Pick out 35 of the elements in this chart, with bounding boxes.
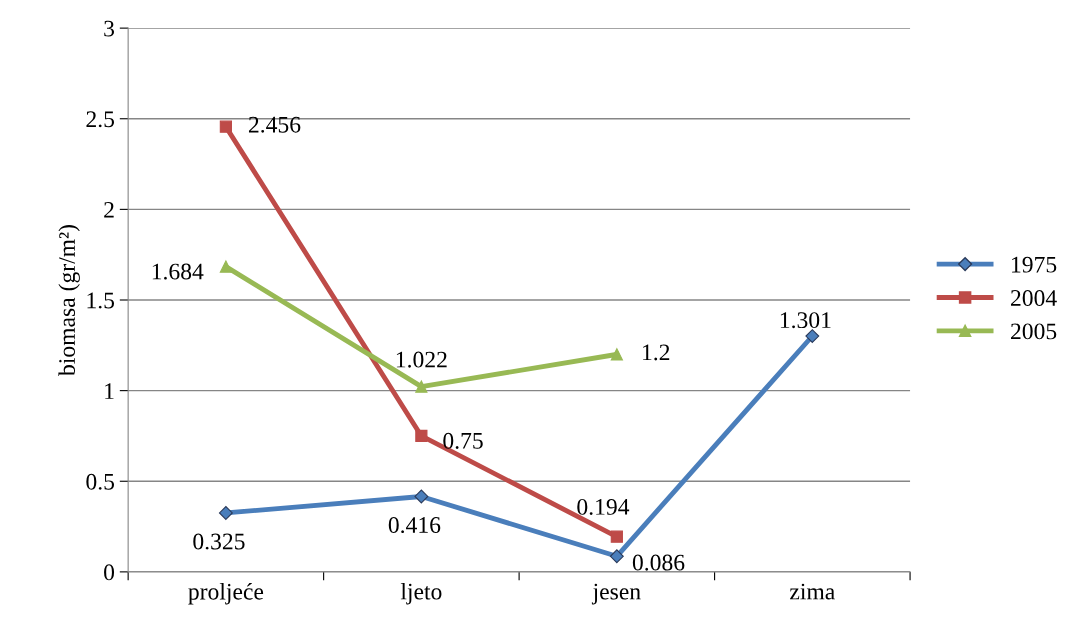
y-axis-title: biomasa (gr/m²) — [58, 225, 80, 376]
y-tick-label: 2 — [104, 201, 114, 218]
point — [610, 348, 623, 361]
data-label: 1.022 — [396, 351, 447, 368]
data-label: 0.325 — [193, 533, 245, 550]
x-tick-label: zima — [790, 583, 835, 600]
point — [415, 380, 428, 393]
y-tick-label: 1.5 — [87, 292, 115, 309]
point — [219, 120, 232, 133]
data-label: 1.684 — [152, 263, 204, 280]
data-label: 0.086 — [632, 554, 685, 571]
point — [415, 429, 428, 443]
data-label: 0.75 — [443, 432, 483, 449]
x-tick-label: ljeto — [400, 582, 442, 605]
point — [219, 260, 232, 273]
point — [805, 329, 820, 344]
legend-label: 2005 — [1011, 323, 1057, 340]
data-label: 1.301 — [780, 312, 831, 329]
data-label: 0.416 — [388, 517, 441, 534]
legend-label: 2004 — [1011, 290, 1057, 306]
point — [610, 530, 623, 543]
y-tick-label: 2.5 — [86, 111, 115, 128]
data-label: 2.456 — [248, 116, 301, 133]
point — [609, 549, 624, 564]
y-tick-label: 3 — [104, 20, 115, 37]
point — [414, 489, 429, 504]
y-tick-label: 0.5 — [86, 473, 115, 490]
data-label: 0.194 — [577, 498, 630, 515]
data-label: 1.2 — [643, 344, 670, 361]
y-tick-label: 1 — [105, 383, 114, 399]
legend-label: 1975 — [1012, 256, 1057, 273]
y-tick-label: 0 — [104, 564, 115, 581]
x-tick-label: jesen — [591, 583, 641, 605]
x-tick-label: proljeće — [188, 582, 264, 605]
point — [218, 506, 233, 520]
